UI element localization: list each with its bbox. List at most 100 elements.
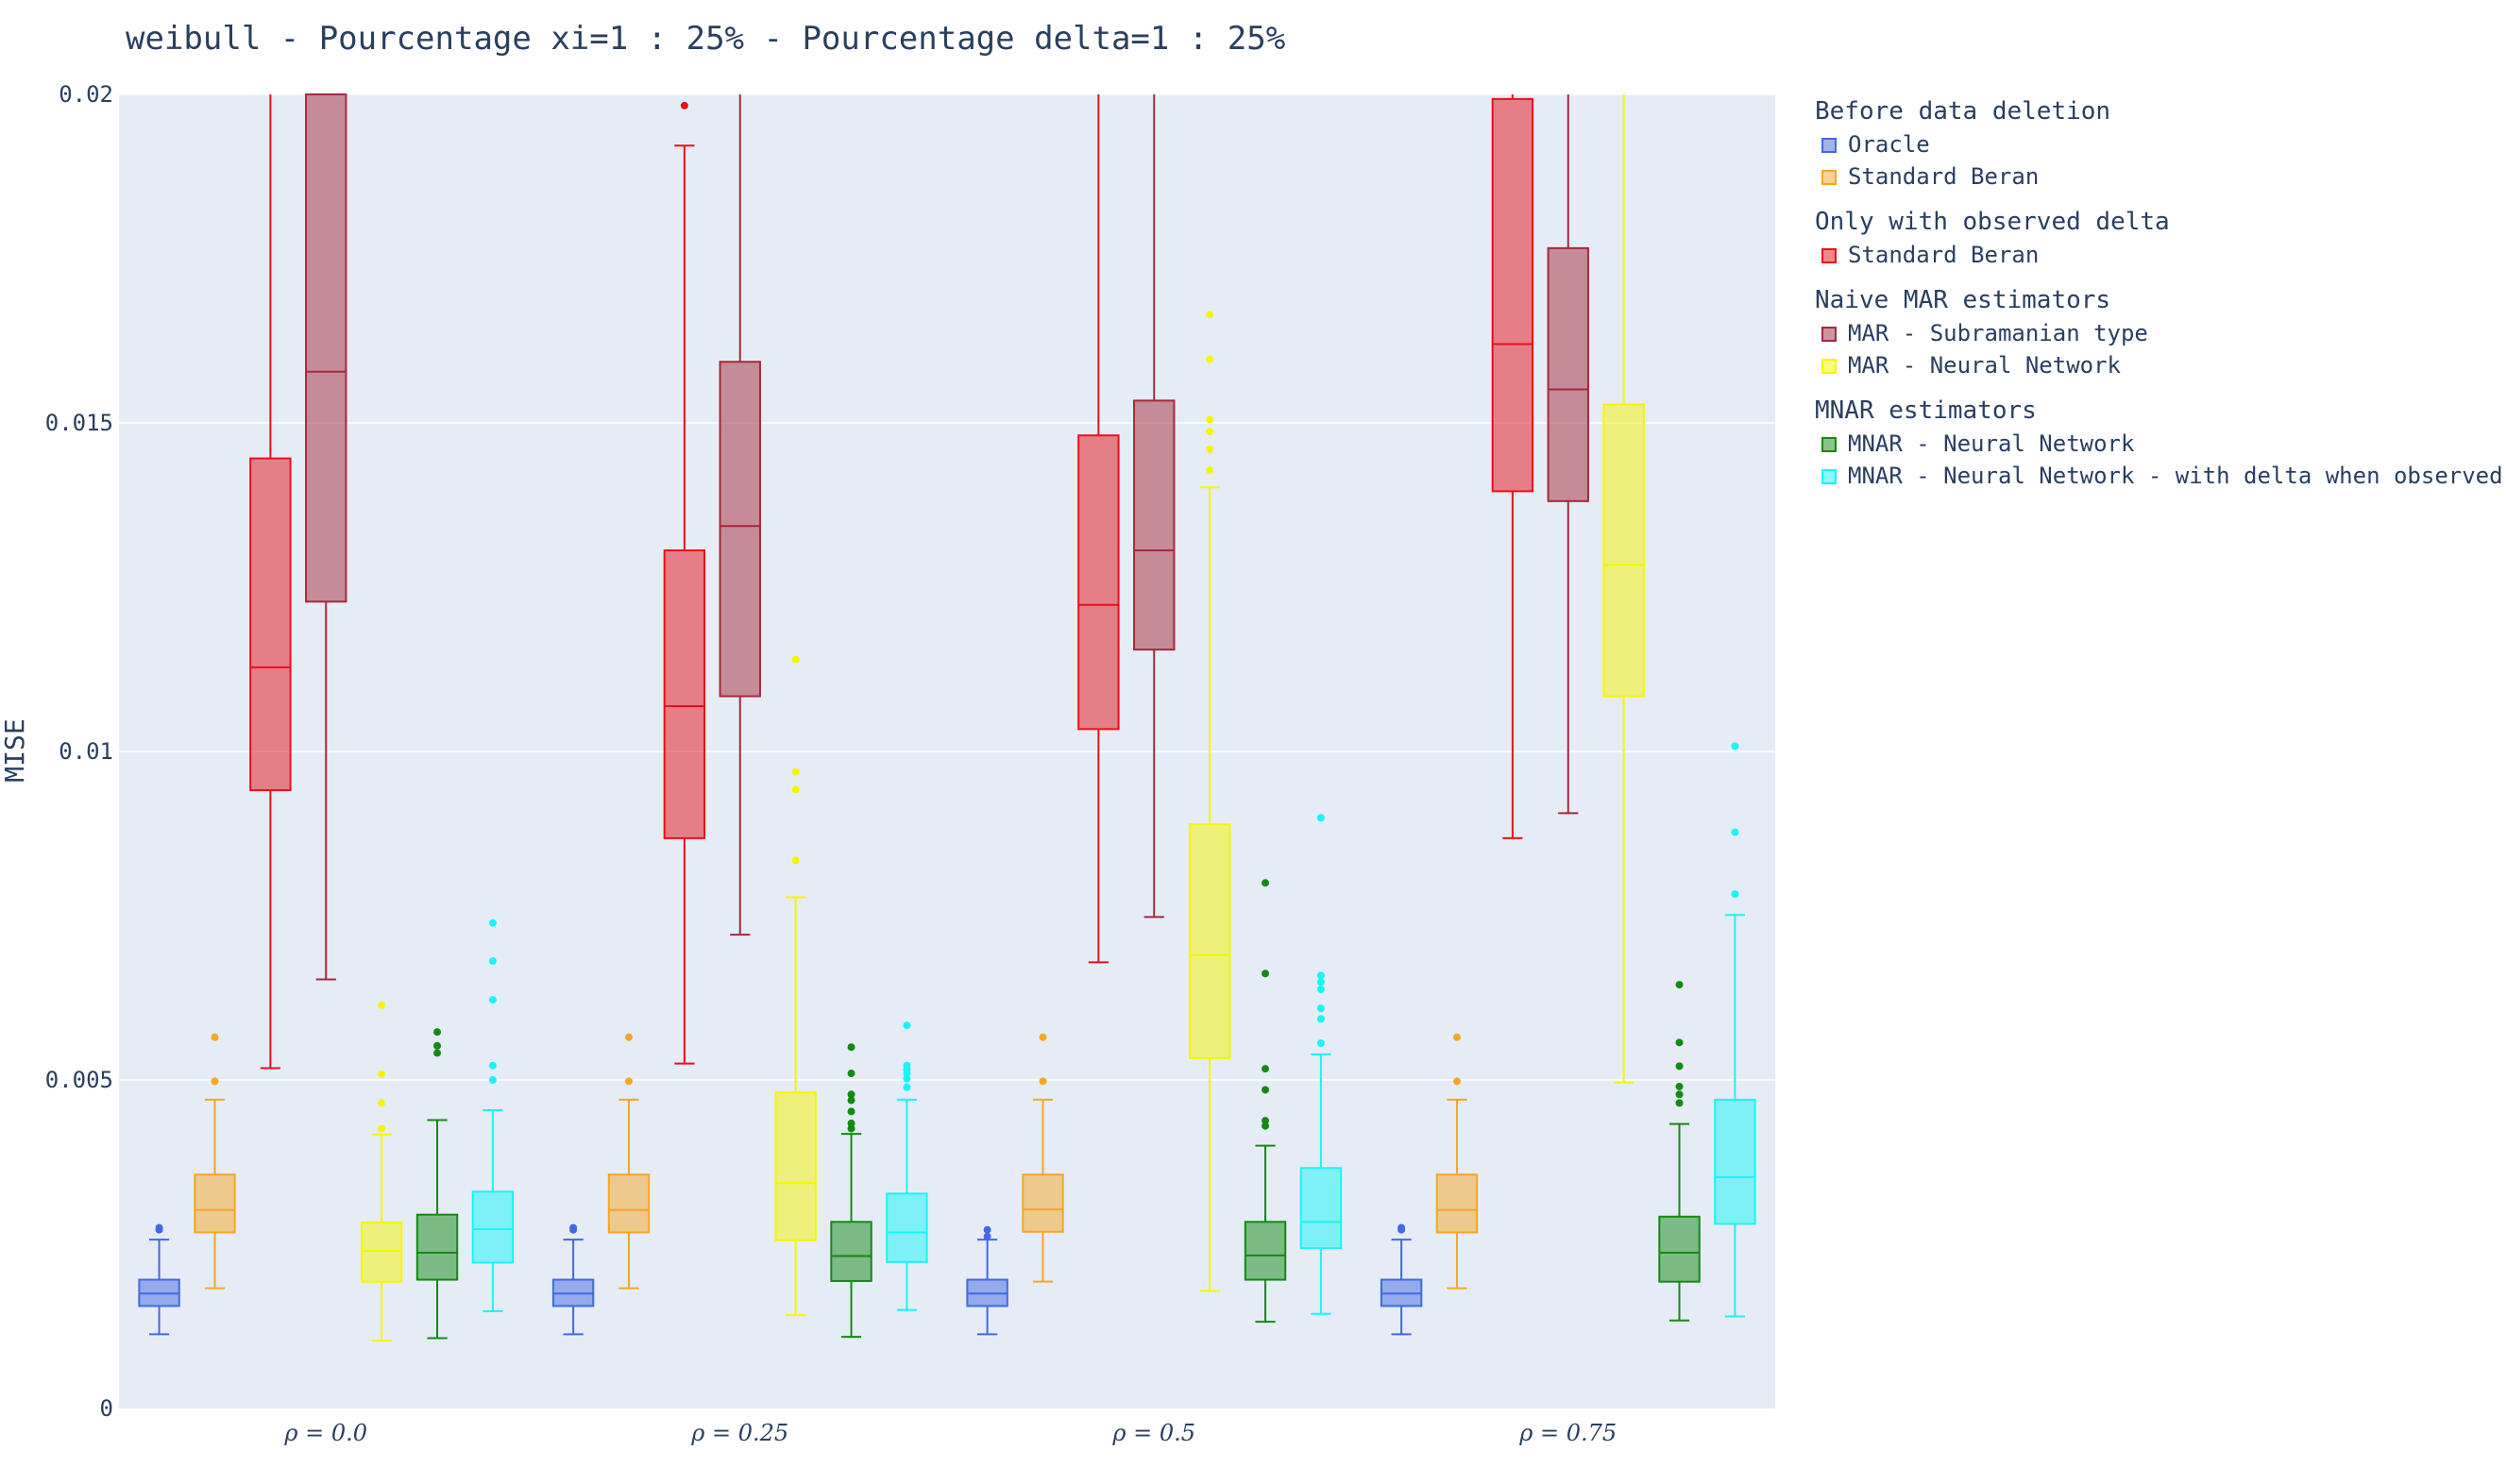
box-iqr	[360, 1222, 403, 1283]
x-tick-label: ρ = 0.5	[1111, 1420, 1195, 1446]
outlier-point	[1316, 978, 1325, 987]
outlier-point	[1206, 311, 1214, 319]
box-mnar-neural-network-2	[1244, 879, 1287, 1324]
legend-swatch	[1821, 170, 1837, 185]
box-oracle-0	[138, 1223, 180, 1336]
outlier-point	[1675, 1038, 1684, 1047]
box-mar-subramanian-type-1	[719, 94, 761, 936]
outlier-point	[624, 1077, 633, 1086]
y-tick-label: 0.02	[59, 81, 113, 108]
outlier-point	[847, 1124, 855, 1133]
legend-item[interactable]: MAR - Subramanian type	[1848, 320, 2148, 346]
box-iqr	[1714, 1098, 1756, 1225]
legend-group-title: Before data deletion	[1815, 97, 2110, 126]
outlier-point	[847, 1096, 855, 1105]
outlier-point	[1452, 1033, 1461, 1041]
box-standard-beran-0	[194, 1033, 236, 1290]
legend-item[interactable]: Standard Beran	[1848, 163, 2039, 190]
box-iqr	[1435, 1173, 1479, 1234]
box-oracle-1	[551, 1223, 595, 1336]
y-tick-label: 0.005	[45, 1067, 113, 1093]
outlier-point	[1262, 1065, 1270, 1073]
outlier-point	[1206, 428, 1214, 436]
box-mar-neural-network-0	[360, 1001, 403, 1342]
outlier-point	[903, 1074, 911, 1083]
outlier-point	[1316, 985, 1325, 993]
legend-swatch	[1821, 248, 1837, 263]
x-tick-label: ρ = 0.25	[690, 1420, 788, 1446]
outlier-point	[1262, 1117, 1270, 1125]
outlier-point	[791, 767, 800, 776]
outlier-point	[1316, 1004, 1325, 1013]
outlier-point	[1262, 1086, 1270, 1094]
box-iqr	[607, 1173, 651, 1234]
outlier-point	[791, 785, 800, 794]
y-tick-label: 0	[100, 1395, 113, 1422]
outlier-point	[791, 856, 800, 865]
outlier-point	[847, 1043, 855, 1052]
outlier-point	[791, 655, 800, 664]
legend-item[interactable]: Oracle	[1848, 131, 1930, 158]
y-tick-label: 0.01	[59, 738, 113, 765]
y-tick-label: 0.015	[45, 410, 113, 436]
outlier-point	[1316, 1039, 1325, 1048]
box-iqr	[415, 1213, 459, 1281]
legend-swatch	[1821, 327, 1837, 342]
box-oracle-2	[966, 1225, 1008, 1336]
box-iqr	[194, 1173, 236, 1234]
outlier-point	[847, 1107, 855, 1116]
legend-group-title: Only with observed delta	[1815, 208, 2170, 236]
legend-group-title: MNAR estimators	[1815, 396, 2037, 425]
x-tick-label: ρ = 0.0	[283, 1420, 367, 1446]
legend-item[interactable]: MNAR - Neural Network	[1848, 430, 2135, 457]
outlier-point	[1397, 1223, 1406, 1232]
outlier-point	[433, 1028, 442, 1037]
outlier-point	[847, 1119, 855, 1127]
outlier-point	[983, 1225, 991, 1234]
outlier-point	[903, 1083, 911, 1091]
box-mnar-neural-network-3	[1658, 981, 1701, 1322]
outlier-point	[488, 996, 497, 1004]
outlier-point	[1039, 1033, 1047, 1041]
box-mar-subramanian-type-3	[1547, 94, 1589, 815]
box-mar-neural-network-2	[1188, 311, 1231, 1292]
box-iqr	[305, 93, 347, 603]
outlier-point	[847, 1090, 855, 1099]
outlier-point	[211, 1033, 219, 1041]
box-standard-beran-3	[1435, 1033, 1479, 1290]
outlier-point	[680, 101, 688, 110]
legend-item[interactable]: MAR - Neural Network	[1848, 352, 2122, 379]
outlier-point	[1675, 1062, 1684, 1071]
outlier-point	[433, 1049, 442, 1057]
legend-item[interactable]: MNAR - Neural Network - with delta when …	[1848, 463, 2503, 489]
box-standard-beran-observed-delta--1	[663, 101, 706, 1065]
outlier-point	[1262, 879, 1270, 887]
outlier-point	[1262, 1121, 1270, 1130]
outlier-point	[211, 1077, 219, 1086]
outlier-point	[155, 1223, 163, 1232]
box-mnar-neural-network-0	[415, 1028, 459, 1340]
outlier-point	[903, 1021, 911, 1030]
box-iqr	[1244, 1221, 1287, 1281]
box-standard-beran-2	[1022, 1033, 1064, 1283]
legend-item[interactable]: Standard Beran	[1848, 242, 2039, 268]
outlier-point	[1316, 1015, 1325, 1023]
legend-swatch	[1821, 437, 1837, 452]
y-axis-label: MISE	[0, 718, 30, 782]
outlier-point	[1731, 890, 1739, 899]
outlier-point	[1316, 971, 1325, 980]
box-iqr	[719, 361, 761, 698]
outlier-point	[378, 1070, 386, 1078]
outlier-point	[983, 1232, 991, 1240]
outlier-point	[488, 919, 497, 927]
box-standard-beran-observed-delta--3	[1491, 94, 1534, 839]
chart-title: weibull - Pourcentage xi=1 : 25% - Pourc…	[126, 20, 1285, 58]
box-mar-neural-network-3	[1602, 94, 1645, 1084]
box-mnar-neural-network-1	[830, 1043, 872, 1339]
box-oracle-3	[1380, 1223, 1423, 1336]
x-tick-label: ρ = 0.75	[1518, 1420, 1617, 1446]
outlier-point	[1316, 814, 1325, 822]
outlier-point	[903, 1061, 911, 1070]
